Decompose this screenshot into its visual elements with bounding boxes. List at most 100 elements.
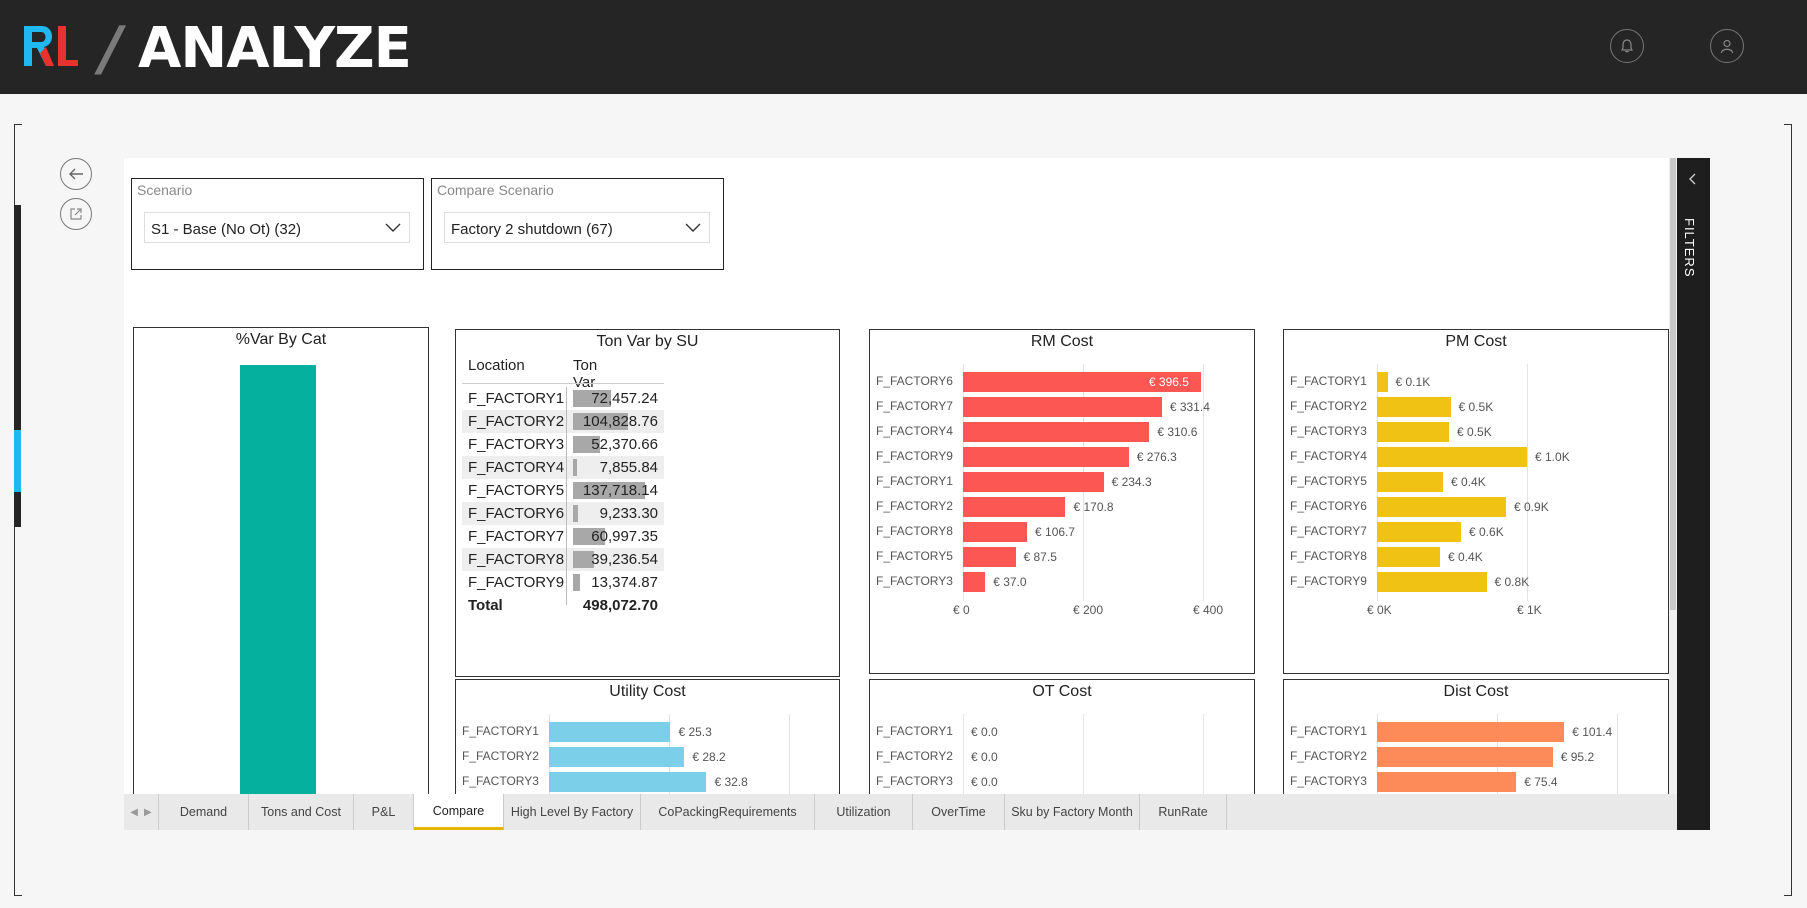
bar[interactable] — [963, 372, 1201, 392]
bar[interactable] — [963, 522, 1028, 542]
tab-high-level-by-factory[interactable]: High Level By Factory — [504, 794, 641, 830]
table-row[interactable]: F_FACTORY8 39,236.54 — [462, 548, 664, 571]
tab-compare[interactable]: Compare — [414, 794, 504, 830]
bar[interactable] — [1377, 372, 1388, 392]
visual-title: RM Cost — [1030, 333, 1094, 350]
ton-var-table-visual[interactable]: Ton Var by SU Location Ton Var F_FACTORY… — [455, 329, 840, 677]
bar[interactable] — [1377, 472, 1443, 492]
data-label: € 1.0K — [1535, 450, 1570, 464]
utility-cost-chart[interactable]: Utility Cost F_FACTORY1 € 25.3 F_FACTORY2 €… — [455, 679, 840, 794]
category-label: F_FACTORY1 — [876, 724, 953, 738]
ton-var-cell: 104,828.76 — [582, 413, 658, 430]
table-row[interactable]: F_FACTORY4 7,855.84 — [462, 456, 664, 479]
tab-scroll-arrows[interactable]: ◀ ▶ — [124, 794, 159, 830]
table-row[interactable]: F_FACTORY3 52,370.66 — [462, 433, 664, 456]
dist-cost-chart[interactable]: Dist Cost F_FACTORY1 € 101.4 F_FACTORY2 € 9… — [1283, 679, 1669, 794]
back-button[interactable] — [60, 158, 92, 190]
bar[interactable] — [1377, 422, 1449, 442]
tab-p-l[interactable]: P&L — [354, 794, 414, 830]
table-row[interactable]: F_FACTORY1 72,457.24 — [462, 387, 664, 410]
filters-pane[interactable]: FILTERS — [1677, 158, 1710, 830]
pm-cost-chart[interactable]: PM Cost € 0K € 1K F_FACTORY1 € 0.1K F_FACTOR… — [1283, 329, 1669, 674]
visual-title: Utility Cost — [609, 683, 686, 700]
tab-sku-by-factory-month[interactable]: Sku by Factory Month — [1005, 794, 1140, 830]
scenario-dropdown[interactable]: S1 - Base (No Ot) (32) — [144, 212, 410, 243]
chevron-left-icon[interactable] — [1688, 172, 1698, 186]
bar[interactable] — [1377, 547, 1440, 567]
bar[interactable] — [963, 422, 1150, 442]
column-header-ton-var[interactable]: Ton Var — [573, 357, 598, 391]
tab-overtime[interactable]: OverTime — [913, 794, 1005, 830]
bar[interactable] — [963, 447, 1129, 467]
gridline — [1617, 714, 1618, 794]
bar[interactable] — [1377, 522, 1461, 542]
frame-right-edge — [1791, 124, 1792, 894]
bell-icon — [1621, 39, 1633, 53]
ot-cost-chart[interactable]: OT Cost F_FACTORY1 € 0.0 F_FACTORY2 € 0.0 F_… — [869, 679, 1255, 794]
tab-scroll-left-icon[interactable]: ◀ — [130, 806, 138, 818]
data-label: € 234.3 — [1111, 475, 1152, 489]
user-icon — [1720, 39, 1734, 54]
bar[interactable] — [963, 547, 1016, 567]
bar[interactable] — [1377, 747, 1553, 767]
category-label: F_FACTORY3 — [1290, 424, 1367, 438]
category-label: F_FACTORY1 — [1290, 374, 1367, 388]
category-label: F_FACTORY1 — [1290, 724, 1367, 738]
bar[interactable] — [549, 722, 671, 742]
user-profile-button[interactable] — [1710, 29, 1744, 63]
notifications-button[interactable] — [1610, 29, 1644, 63]
table-row[interactable]: F_FACTORY6 9,233.30 — [462, 502, 664, 525]
data-label: € 32.8 — [714, 775, 748, 789]
bar[interactable] — [1377, 447, 1527, 467]
table-row[interactable]: F_FACTORY9 13,374.87 — [462, 571, 664, 594]
bar[interactable] — [963, 497, 1066, 517]
bar[interactable] — [1377, 572, 1487, 592]
scenario-slicer: Scenario S1 - Base (No Ot) (32) — [131, 178, 424, 270]
category-label: F_FACTORY3 — [876, 774, 953, 788]
column-header-location[interactable]: Location — [468, 357, 525, 374]
category-label: F_FACTORY9 — [1290, 574, 1367, 588]
data-label: € 25.3 — [678, 725, 712, 739]
rl-logo-icon — [24, 26, 78, 66]
category-label: F_FACTORY5 — [876, 549, 953, 563]
tab-copackingrequirements[interactable]: CoPackingRequirements — [641, 794, 815, 830]
tab-runrate[interactable]: RunRate — [1140, 794, 1227, 830]
frame-corner — [14, 124, 22, 132]
tab-tons-and-cost[interactable]: Tons and Cost — [249, 794, 354, 830]
report-scrollbar[interactable] — [1669, 158, 1677, 794]
pct-var-by-cat-visual[interactable]: %Var By Cat — [133, 327, 429, 794]
bar[interactable] — [549, 747, 685, 767]
bar[interactable] — [963, 572, 986, 592]
bar[interactable] — [1377, 397, 1451, 417]
bar[interactable] — [963, 472, 1104, 492]
category-label: F_FACTORY8 — [876, 524, 953, 538]
location-cell: F_FACTORY7 — [468, 528, 565, 545]
table-row[interactable]: F_FACTORY7 60,997.35 — [462, 525, 664, 548]
data-label: € 0.4K — [1448, 550, 1483, 564]
scrollbar-thumb[interactable] — [1670, 158, 1676, 610]
gridline — [789, 714, 790, 794]
chevron-down-icon — [385, 223, 401, 232]
rm-cost-chart[interactable]: RM Cost € 0 € 200 € 400 F_FACTORY6 € 396.5 F_… — [869, 329, 1255, 674]
bar[interactable] — [963, 397, 1162, 417]
category-label: F_FACTORY1 — [876, 474, 953, 488]
table-row[interactable]: F_FACTORY2 104,828.76 — [462, 410, 664, 433]
bar[interactable] — [1377, 772, 1517, 792]
table-row[interactable]: F_FACTORY5 137,718.14 — [462, 479, 664, 502]
category-label: F_FACTORY5 — [1290, 474, 1367, 488]
bar[interactable] — [549, 772, 707, 792]
category-label: F_FACTORY8 — [1290, 549, 1367, 563]
tab-scroll-right-icon[interactable]: ▶ — [144, 806, 152, 818]
compare-scenario-dropdown[interactable]: Factory 2 shutdown (67) — [444, 212, 710, 243]
tab-demand[interactable]: Demand — [159, 794, 249, 830]
gridline — [963, 714, 964, 794]
tab-utilization[interactable]: Utilization — [815, 794, 913, 830]
category-label: F_FACTORY9 — [876, 449, 953, 463]
gridline — [1203, 364, 1204, 601]
category-bar[interactable] — [240, 365, 316, 794]
category-label: F_FACTORY6 — [876, 374, 953, 388]
open-external-button[interactable] — [60, 198, 92, 230]
bar[interactable] — [1377, 497, 1506, 517]
bar[interactable] — [1377, 722, 1565, 742]
arrow-left-icon — [69, 168, 83, 180]
